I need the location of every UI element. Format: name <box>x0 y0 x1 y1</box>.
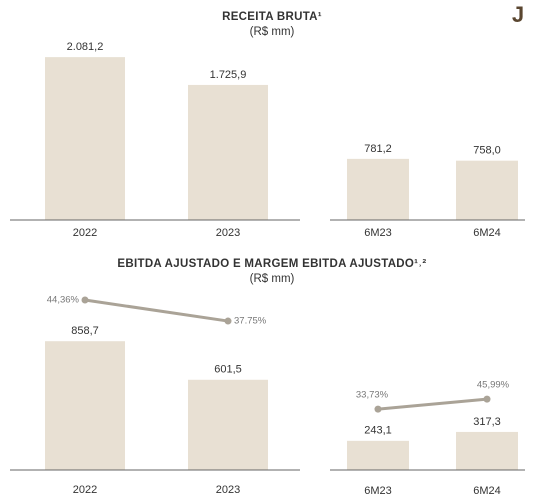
x-tick-label: 6M23 <box>364 485 392 497</box>
margin-label: 45,99% <box>477 380 510 391</box>
value-label: 317,3 <box>473 416 501 428</box>
margin-line <box>84 298 229 323</box>
value-label: 758,0 <box>473 145 501 157</box>
value-label: 601,5 <box>214 364 242 376</box>
x-tick-label: 6M24 <box>473 227 501 239</box>
bar <box>347 440 409 470</box>
margin-point <box>81 296 89 304</box>
bar <box>45 57 125 221</box>
bar <box>456 160 518 220</box>
value-label: 2.081,2 <box>67 41 104 53</box>
value-label: 781,2 <box>364 143 392 155</box>
bar <box>188 84 268 220</box>
margin-label: 44,36% <box>47 295 80 306</box>
x-tick-label: 6M23 <box>364 227 392 239</box>
bar <box>347 158 409 220</box>
x-tick-label: 2023 <box>216 484 240 496</box>
margin-point <box>374 405 382 413</box>
margin-point <box>483 395 491 403</box>
bar <box>45 341 125 470</box>
bar <box>188 379 268 470</box>
chart-subtitle: (R$ mm) <box>250 26 295 38</box>
x-tick-label: 6M24 <box>473 485 501 497</box>
bar <box>456 431 518 470</box>
margin-label: 37.75% <box>234 316 267 327</box>
chart-subtitle: (R$ mm) <box>250 273 295 285</box>
logo: J <box>512 2 524 27</box>
x-tick-label: 2022 <box>73 484 97 496</box>
margin-label: 33,73% <box>356 390 389 401</box>
chart-title: EBITDA AJUSTADO E MARGEM EBITDA AJUSTADO… <box>117 258 426 270</box>
margin-line <box>377 397 488 411</box>
margin-point <box>224 317 232 325</box>
value-label: 858,7 <box>71 325 99 337</box>
chart-title: RECEITA BRUTA¹ <box>222 11 322 23</box>
value-label: 243,1 <box>364 425 392 437</box>
value-label: 1.725,9 <box>210 69 247 81</box>
x-tick-label: 2022 <box>73 227 97 239</box>
x-tick-label: 2023 <box>216 227 240 239</box>
